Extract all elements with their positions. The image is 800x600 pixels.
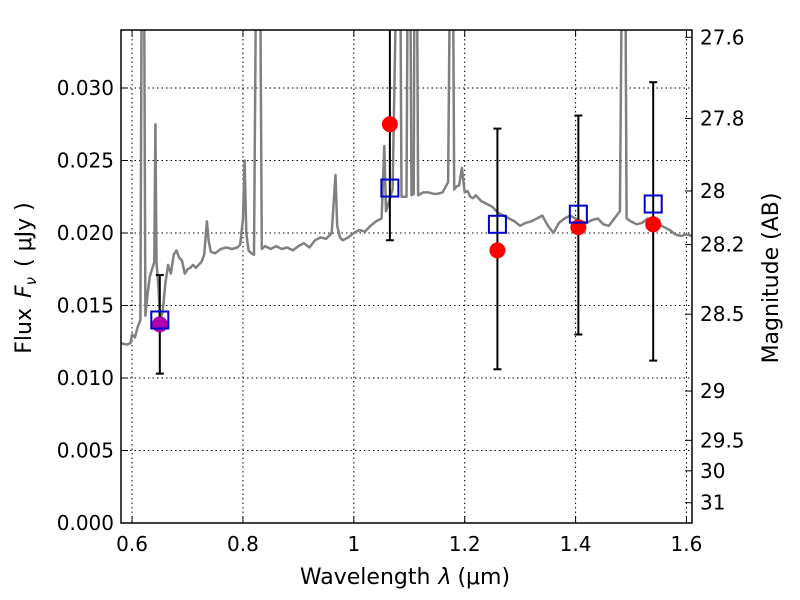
model-photometry-point [568,204,588,224]
x-tick-label: 1.4 [560,532,592,556]
y-axis-left: 0.000 0.005 0.010 0.015 0.020 0.025 0.030 [57,76,128,535]
y2-tick-label: 28.5 [700,302,745,326]
axes-frame [120,29,693,524]
y-tick-label: 0.005 [57,439,114,463]
x-tick-label: 0.6 [116,532,148,556]
y-tick-label: 0.030 [57,76,114,100]
observed-point [381,116,398,133]
y2-tick-label: 27.8 [700,106,745,130]
observed-point [151,316,168,333]
y2-tick-label: 28 [700,179,725,203]
y-tick-label: 0.020 [57,221,114,245]
x-tick-label: 1 [347,532,360,556]
x-axis: 0.6 0.8 1 1.2 1.4 1.6 [116,30,702,556]
y2-tick-label: 28.2 [700,233,745,257]
y2-axis-title: Magnitude (AB) [759,193,784,364]
observed-point [570,219,587,236]
y-tick-label: 0.010 [57,366,114,390]
plot-area [121,30,692,375]
y2-tick-label: 30 [700,459,725,483]
y2-tick-label: 29 [700,379,725,403]
observed-point [645,216,662,233]
observed-point [489,242,506,259]
y2-tick-label: 31 [700,491,725,515]
y-axis-title: FluxFν( μJy ) [12,202,40,353]
y-tick-label: 0.025 [57,149,114,173]
model-photometry-point [487,214,507,234]
model-photometry-point [643,194,663,214]
y2-tick-label: 29.5 [700,428,745,452]
model-photometry-point [150,310,170,330]
x-tick-label: 1.2 [449,532,481,556]
x-tick-label: 0.8 [227,532,259,556]
x-axis-title: Wavelength λ (μm) [300,565,510,590]
spectrum-line [121,30,692,346]
y-axis-right: 27.6 27.8 28 28.2 28.5 29 29.5 30 31 [685,25,745,515]
y-tick-label: 0.015 [57,294,114,318]
x-tick-label: 1.6 [671,532,703,556]
y-tick-label: 0.000 [57,511,114,535]
model-photometry-point [380,178,400,198]
y2-tick-label: 27.6 [700,25,745,49]
